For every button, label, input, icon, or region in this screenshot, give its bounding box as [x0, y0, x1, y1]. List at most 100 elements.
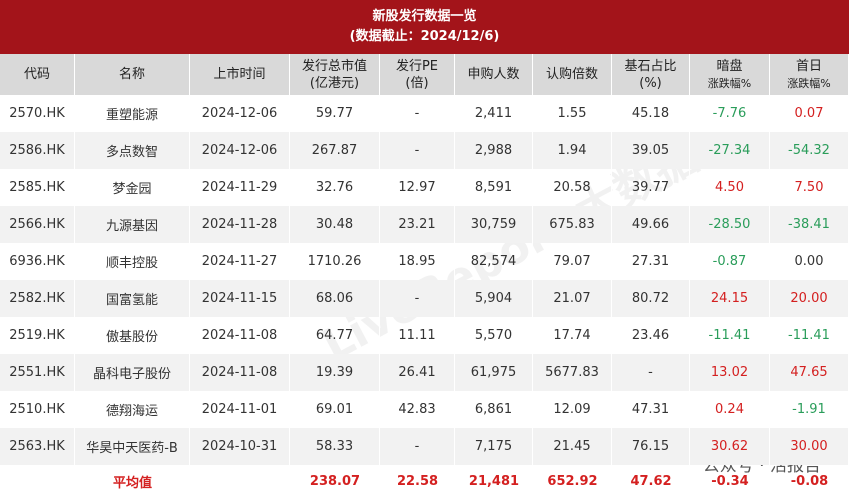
cell-text: -0.08: [790, 474, 829, 489]
table-cell: 30.48: [290, 206, 380, 243]
cell-text: 20.58: [553, 180, 591, 195]
table-cell: 0.00: [770, 243, 849, 280]
average-cell: 47.62: [612, 465, 690, 498]
cell-text: 27.31: [631, 254, 670, 269]
header-cell: 申购人数: [455, 54, 533, 95]
cell-text: 7.50: [794, 180, 824, 195]
cell-text: 傲基股份: [105, 330, 158, 345]
table-cell: 2024-11-08: [190, 317, 290, 354]
table-cell: -1.91: [770, 391, 849, 428]
table-cell: 64.77: [290, 317, 380, 354]
cell-text: 2570.HK: [9, 106, 65, 121]
cell-text: -: [414, 439, 420, 454]
cell-text: 2024-12-06: [201, 106, 278, 121]
cell-text: 2024-12-06: [201, 143, 278, 158]
table-cell: -: [380, 280, 455, 317]
cell-text: 19.39: [315, 365, 354, 380]
cell-text: 0.07: [794, 106, 824, 121]
cell-text: 652.92: [547, 474, 598, 489]
cell-text: 47.65: [790, 365, 828, 380]
table-cell: 7,175: [455, 428, 533, 465]
table-cell: 20.00: [770, 280, 849, 317]
table-cell: -11.41: [770, 317, 849, 354]
cell-text: 39.05: [631, 143, 670, 158]
title: 新股发行数据一览: [372, 9, 477, 24]
cell-text: 申购人数: [467, 67, 520, 82]
cell-text: 1.55: [557, 106, 587, 121]
table-cell: 2024-12-06: [190, 95, 290, 132]
cell-text: 5,570: [474, 328, 513, 343]
table-cell: 39.05: [612, 132, 690, 169]
cell-text: 暗盘: [716, 58, 743, 74]
cell-text: -11.41: [708, 328, 751, 343]
cell-text: 23.46: [631, 328, 670, 343]
cell-text: 69.01: [315, 402, 354, 417]
cell-text: 5,904: [474, 291, 513, 306]
cell-text: -: [648, 365, 653, 380]
cell-text: 顺丰控股: [105, 256, 158, 271]
cell-text: 238.07: [309, 474, 361, 489]
table-cell: 华昊中天医药-B: [75, 428, 190, 465]
cell-text: 2566.HK: [9, 217, 65, 232]
cell-text: 梦金园: [112, 182, 152, 197]
cell-text: -7.76: [712, 106, 747, 121]
cell-text: 基石占比: [624, 58, 677, 74]
table-cell: 24.15: [690, 280, 770, 317]
table-cell: 2024-11-27: [190, 243, 290, 280]
cell-text: 39.77: [631, 180, 670, 195]
table-cell: 2024-11-08: [190, 354, 290, 391]
table-cell: 九源基因: [75, 206, 190, 243]
cell-text: 2024-11-08: [201, 328, 278, 343]
table-cell: 傲基股份: [75, 317, 190, 354]
cell-text: 名称: [118, 67, 145, 82]
cell-text: 2586.HK: [9, 143, 65, 158]
cell-text: 华昊中天医药-B: [86, 441, 178, 456]
cell-text: -: [414, 106, 420, 121]
cell-text: 平均值: [112, 476, 152, 491]
cell-text: -28.50: [708, 217, 751, 232]
cell-text: 2510.HK: [9, 402, 65, 417]
table-cell: 0.07: [770, 95, 849, 132]
table-cell: 21.07: [533, 280, 612, 317]
table-cell: 5,570: [455, 317, 533, 354]
cell-text: 30,759: [470, 217, 517, 232]
cell-text: 20.00: [790, 291, 828, 306]
table-cell: 2024-11-28: [190, 206, 290, 243]
table-cell: 2024-11-01: [190, 391, 290, 428]
cell-text: 0.00: [794, 254, 824, 269]
header-cell: 暗盘 涨跌幅%: [690, 54, 770, 95]
table-cell: 27.31: [612, 243, 690, 280]
table-cell: 42.83: [380, 391, 455, 428]
cell-text: 79.07: [553, 254, 591, 269]
table-cell: 2570.HK: [0, 95, 75, 132]
table-cell: 2566.HK: [0, 206, 75, 243]
cell-text: 82,574: [470, 254, 517, 269]
table-cell: 重塑能源: [75, 95, 190, 132]
cell-text: 30.00: [790, 439, 828, 454]
cell-text: 58.33: [315, 439, 354, 454]
cell-text: 2024-11-01: [201, 402, 278, 417]
table-cell: -: [380, 95, 455, 132]
table-cell: 2,411: [455, 95, 533, 132]
cell-text: -0.34: [711, 474, 749, 489]
header-cell: 基石占比 (%): [612, 54, 690, 95]
cell-text: 47.31: [631, 402, 670, 417]
table-cell: 23.21: [380, 206, 455, 243]
header-cell: 上市时间: [190, 54, 290, 95]
cell-text: (%): [639, 75, 662, 91]
cell-text: 发行PE: [395, 58, 439, 74]
table-cell: 32.76: [290, 169, 380, 206]
average-cell: 22.58: [380, 465, 455, 498]
table-cell: 4.50: [690, 169, 770, 206]
cell-text: 2551.HK: [9, 365, 65, 380]
cell-text: 认购倍数: [545, 67, 598, 82]
table-cell: -38.41: [770, 206, 849, 243]
cell-text: 64.77: [315, 328, 354, 343]
cell-text: 2,988: [474, 143, 513, 158]
table-cell: -11.41: [690, 317, 770, 354]
table-cell: 68.06: [290, 280, 380, 317]
table-cell: 21.45: [533, 428, 612, 465]
average-cell: -0.08: [770, 465, 849, 498]
cell-text: 12.97: [398, 180, 436, 195]
cell-text: 5677.83: [545, 365, 599, 380]
